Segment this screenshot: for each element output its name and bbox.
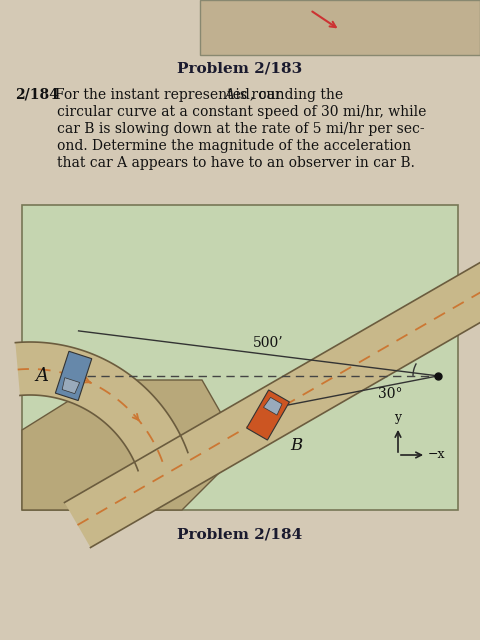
- Text: car B is slowing down at the rate of 5 mi/hr per sec-: car B is slowing down at the rate of 5 m…: [57, 122, 425, 136]
- Text: that car A appears to have to an observer in car B.: that car A appears to have to an observe…: [57, 156, 415, 170]
- Text: is rounding the: is rounding the: [231, 88, 343, 102]
- Text: −x: −x: [427, 449, 445, 461]
- Text: 2/184: 2/184: [15, 88, 59, 102]
- Polygon shape: [62, 378, 80, 394]
- FancyBboxPatch shape: [22, 205, 458, 510]
- Text: B: B: [290, 436, 302, 454]
- Polygon shape: [247, 390, 289, 440]
- Text: 500’: 500’: [253, 337, 284, 351]
- Text: 30°: 30°: [378, 387, 402, 401]
- Polygon shape: [64, 223, 480, 547]
- Polygon shape: [55, 351, 92, 401]
- Text: y: y: [395, 410, 402, 424]
- Text: circular curve at a constant speed of 30 mi/hr, while: circular curve at a constant speed of 30…: [57, 105, 426, 119]
- Text: A: A: [35, 367, 48, 385]
- Text: Problem 2/183: Problem 2/183: [178, 61, 302, 75]
- Polygon shape: [15, 342, 188, 470]
- Text: For the instant represented, car: For the instant represented, car: [55, 88, 286, 102]
- Polygon shape: [264, 397, 282, 415]
- Polygon shape: [22, 380, 242, 510]
- Text: A: A: [224, 88, 234, 102]
- Bar: [200, 0, 480, 55]
- Text: ond. Determine the magnitude of the acceleration: ond. Determine the magnitude of the acce…: [57, 139, 411, 153]
- Text: Problem 2/184: Problem 2/184: [178, 528, 302, 542]
